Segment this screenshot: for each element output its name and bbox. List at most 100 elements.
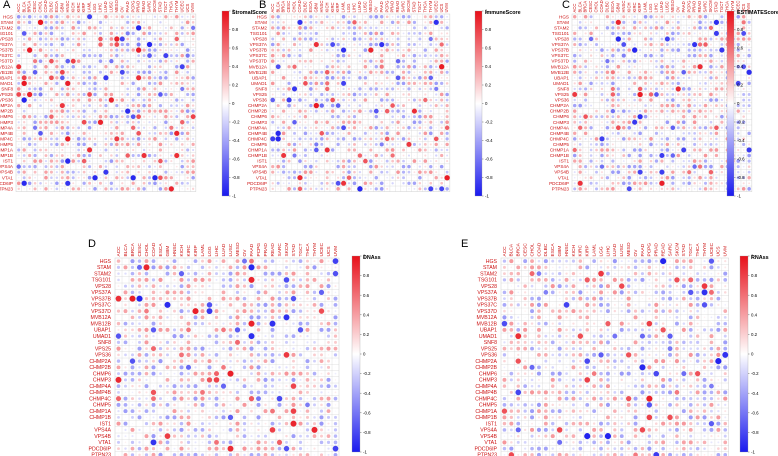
correlation-dot <box>179 427 184 432</box>
correlation-dot <box>235 315 240 320</box>
correlation-dot <box>276 115 280 119</box>
colorbar <box>351 255 361 453</box>
correlation-dot <box>17 187 20 191</box>
correlation-dot <box>433 136 439 142</box>
correlation-dot <box>28 165 32 169</box>
correlation-dot <box>709 92 713 97</box>
correlation-dot <box>336 187 340 191</box>
correlation-dot <box>715 104 718 107</box>
correlation-dot <box>137 70 141 74</box>
correlation-dot <box>747 176 751 180</box>
correlation-dot <box>590 171 592 173</box>
correlation-dot <box>187 272 190 276</box>
correlation-dot <box>347 70 351 75</box>
correlation-dot <box>98 98 103 102</box>
correlation-dot <box>71 170 75 174</box>
correlation-dot <box>55 109 59 113</box>
correlation-dot <box>185 131 190 136</box>
correlation-dot <box>164 120 168 124</box>
correlation-dot <box>87 125 92 130</box>
correlation-dot <box>688 138 690 140</box>
correlation-dot <box>39 115 42 118</box>
correlation-dot <box>352 176 357 180</box>
correlation-dot <box>313 410 316 412</box>
correlation-dot <box>285 403 288 407</box>
correlation-dot <box>123 371 128 376</box>
column-label: COAD <box>151 242 157 256</box>
row-label: CHMP1B <box>0 153 13 158</box>
correlation-dot <box>358 60 361 63</box>
correlation-dot <box>200 453 205 456</box>
row-label: VPS37B <box>477 296 497 302</box>
correlation-dot <box>293 115 296 118</box>
correlation-dot <box>715 27 718 29</box>
column-label: HNSC <box>564 242 570 256</box>
correlation-dot <box>39 126 42 130</box>
correlation-dot <box>434 142 438 147</box>
row-label: CHMP4B <box>248 131 267 136</box>
row-label: STAM2 <box>0 25 13 30</box>
correlation-dot <box>159 372 162 375</box>
correlation-dot <box>121 54 124 57</box>
correlation-dot <box>304 32 307 35</box>
correlation-dot <box>116 340 121 344</box>
correlation-dot <box>628 27 630 29</box>
correlation-dot <box>373 108 379 114</box>
correlation-dot <box>99 138 102 140</box>
correlation-dot <box>698 53 702 58</box>
correlation-dot <box>748 43 751 46</box>
correlation-dot <box>407 81 411 86</box>
correlation-dot <box>159 27 162 29</box>
correlation-dot <box>276 87 280 91</box>
correlation-dot <box>671 187 675 191</box>
correlation-dot <box>285 340 288 344</box>
correlation-dot <box>153 181 157 186</box>
correlation-dot <box>186 296 191 301</box>
correlation-dot <box>17 154 20 157</box>
correlation-dot <box>138 423 141 425</box>
correlation-dot <box>192 82 195 85</box>
correlation-dot <box>282 71 285 73</box>
correlation-dot <box>55 154 59 157</box>
row-label: CHMP2B <box>0 109 13 114</box>
correlation-dot <box>22 170 26 174</box>
correlation-dot <box>736 104 740 108</box>
correlation-dot <box>736 137 740 141</box>
correlation-dot <box>22 37 26 41</box>
correlation-dot <box>33 164 37 169</box>
correlation-dot <box>363 48 368 52</box>
correlation-dot <box>105 55 107 57</box>
correlation-dot <box>173 447 176 450</box>
correlation-dot <box>699 182 702 185</box>
correlation-dot <box>434 37 438 41</box>
correlation-dot <box>126 165 130 169</box>
correlation-dot <box>290 295 297 302</box>
correlation-dot <box>67 149 69 151</box>
correlation-dot <box>158 59 163 63</box>
correlation-dot <box>418 182 422 185</box>
correlation-dot <box>299 291 302 294</box>
correlation-dot <box>282 21 285 24</box>
correlation-dot <box>159 379 162 381</box>
correlation-dot <box>282 188 285 190</box>
row-label: PTPN23 <box>0 186 13 191</box>
correlation-dot <box>396 81 400 86</box>
correlation-dot <box>644 143 647 146</box>
correlation-dot <box>131 415 134 419</box>
correlation-dot <box>595 93 598 96</box>
correlation-dot <box>49 87 54 91</box>
correlation-dot <box>326 415 331 419</box>
correlation-dot <box>660 87 664 91</box>
correlation-dot <box>152 416 155 419</box>
correlation-dot <box>214 396 219 401</box>
correlation-dot <box>347 92 351 97</box>
correlation-dot <box>633 81 637 85</box>
correlation-dot <box>110 65 113 68</box>
correlation-dot <box>214 384 219 388</box>
correlation-dot <box>309 76 313 80</box>
correlation-dot <box>249 452 254 456</box>
correlation-dot <box>617 76 620 80</box>
correlation-dot <box>676 126 680 130</box>
correlation-dot <box>142 115 146 118</box>
correlation-dot <box>655 165 658 168</box>
